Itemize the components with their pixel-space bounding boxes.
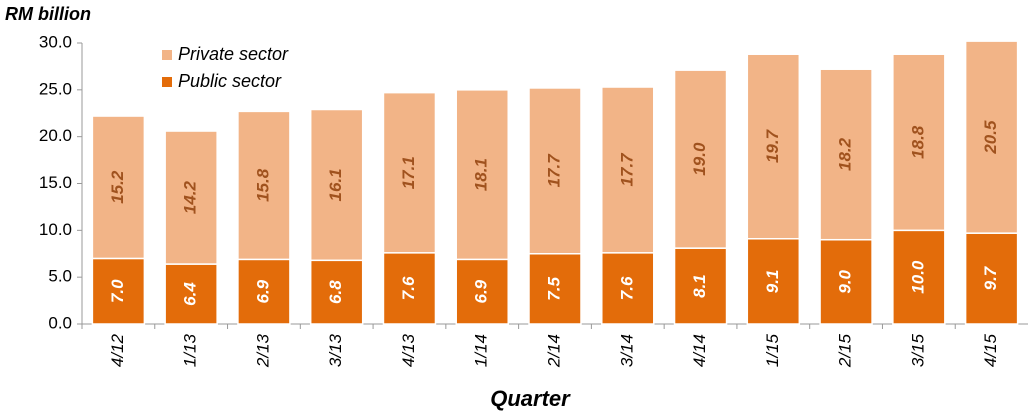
x-tick-label: 3/14 (617, 334, 636, 367)
x-tick-label: 4/12 (108, 333, 127, 367)
bar-segment (455, 258, 509, 325)
x-tick-label: 4/14 (690, 334, 709, 367)
value-label: 15.2 (108, 170, 127, 204)
legend-label: Public sector (178, 71, 282, 91)
y-tick-label: 5.0 (48, 267, 72, 286)
bar-segment (746, 53, 801, 240)
bar-segment (309, 108, 364, 262)
x-tick-label: 1/15 (763, 333, 782, 367)
bar-segment (91, 115, 146, 260)
value-label: 9.7 (981, 265, 1000, 290)
bar-segment (819, 68, 873, 241)
bar-segment (964, 40, 1019, 234)
y-tick-label: 30.0 (39, 32, 72, 51)
value-label: 17.7 (617, 152, 636, 187)
x-tick-label: 3/15 (908, 333, 927, 367)
bar-segment (237, 258, 291, 325)
bar-segment (382, 252, 437, 325)
bar-segment (528, 87, 582, 255)
value-label: 17.7 (544, 153, 563, 188)
value-label: 6.9 (472, 279, 491, 303)
bar-segment (309, 259, 364, 325)
x-tick-label: 1/14 (472, 334, 491, 367)
value-label: 18.8 (908, 125, 927, 159)
value-label: 17.1 (399, 156, 418, 189)
bar-segment (819, 238, 873, 325)
bar-segment (601, 86, 655, 254)
x-tick-label: 2/14 (544, 334, 563, 368)
bar-segment (673, 247, 728, 325)
legend-swatch (162, 77, 172, 87)
x-tick-label: 1/13 (181, 333, 200, 367)
value-label: 18.2 (836, 137, 855, 171)
value-label: 9.1 (763, 270, 782, 294)
bar-segment (892, 53, 946, 232)
value-label: 16.1 (326, 168, 345, 201)
bar-segment (746, 238, 801, 325)
x-tick-label: 2/13 (253, 333, 272, 368)
value-label: 19.0 (690, 142, 709, 176)
value-label: 15.8 (253, 168, 272, 202)
x-tick-label: 4/15 (981, 333, 1000, 367)
value-label: 6.9 (253, 279, 272, 303)
bar-segment (382, 91, 437, 254)
bar-segment (673, 69, 728, 249)
x-axis-label: Quarter (490, 386, 571, 411)
value-label: 18.1 (472, 158, 491, 191)
value-label: 7.0 (108, 279, 127, 303)
bar-segment (237, 110, 291, 261)
x-tick-label: 2/15 (836, 333, 855, 368)
y-tick-label: 25.0 (39, 79, 72, 98)
y-tick-label: 0.0 (48, 313, 72, 332)
value-label: 7.6 (399, 276, 418, 300)
bar-segment (164, 263, 218, 325)
y-axis-label: RM billion (5, 4, 91, 24)
value-label: 7.5 (544, 277, 563, 301)
bar-segment (892, 229, 946, 325)
bar-segment (455, 89, 509, 261)
y-tick-label: 15.0 (39, 173, 72, 192)
y-tick-label: 10.0 (39, 220, 72, 239)
value-label: 10.0 (908, 260, 927, 294)
bar-segment (601, 252, 655, 325)
x-tick-label: 3/13 (326, 333, 345, 367)
legend-swatch (162, 50, 172, 60)
value-label: 9.0 (836, 269, 855, 293)
value-label: 19.7 (763, 128, 782, 163)
value-label: 6.8 (326, 280, 345, 304)
bar-segment (964, 232, 1019, 325)
value-label: 7.6 (617, 276, 636, 300)
value-label: 14.2 (181, 180, 200, 214)
value-label: 20.5 (981, 120, 1000, 155)
bar-segment (528, 253, 582, 325)
legend-label: Private sector (178, 44, 289, 64)
bar-segment (164, 130, 218, 265)
x-tick-label: 4/13 (399, 333, 418, 367)
value-label: 8.1 (690, 274, 709, 298)
value-label: 6.4 (181, 282, 200, 306)
y-tick-label: 20.0 (39, 126, 72, 145)
